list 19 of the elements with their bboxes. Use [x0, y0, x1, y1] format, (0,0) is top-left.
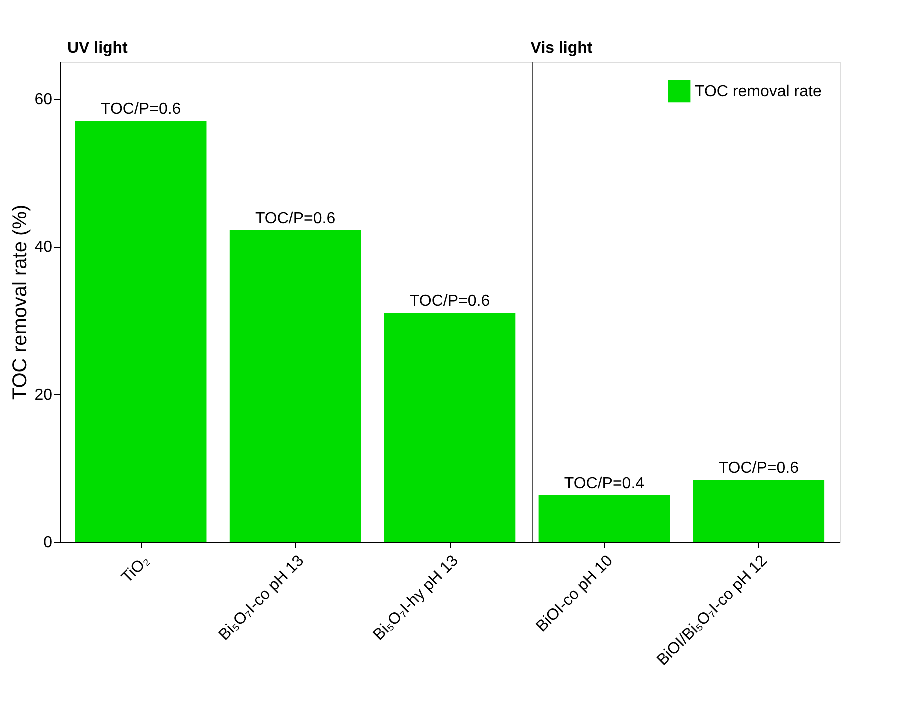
y-tick-label: 60: [34, 91, 53, 108]
legend-label: TOC removal rate: [695, 84, 822, 100]
annotation: TOC/P=0.4: [564, 475, 645, 492]
y-tick-label: 0: [44, 534, 53, 552]
bar: [693, 480, 825, 542]
x-tick-label: TiO₂: [118, 552, 154, 587]
annotation: TOC/P=0.6: [255, 210, 336, 228]
bar: [384, 313, 516, 542]
annotation: TOC/P=0.6: [410, 293, 490, 310]
bar: [75, 121, 207, 542]
text: UV light: [67, 40, 129, 57]
text: Vis light: [530, 40, 594, 57]
annotation: TOC/P=0.6: [718, 460, 800, 477]
y-tick-label: 40: [34, 239, 53, 256]
bar: [230, 230, 362, 542]
annotation: TOC/P=0.6: [100, 101, 182, 118]
bar: [538, 495, 670, 542]
y-axis-title: TOC removal rate (%): [10, 204, 32, 400]
y-tick-label: 20: [34, 386, 53, 404]
